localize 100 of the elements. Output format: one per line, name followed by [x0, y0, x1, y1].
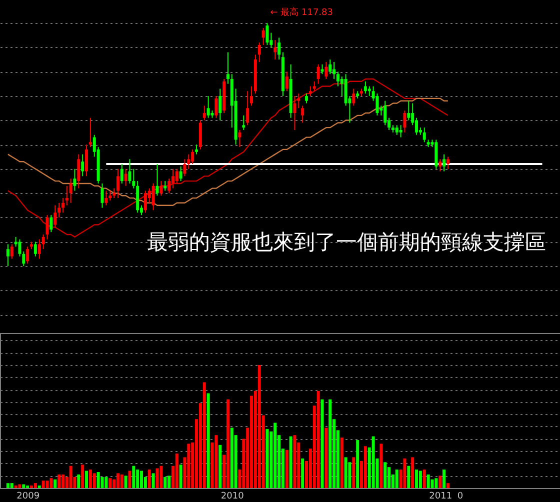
bar	[34, 483, 37, 488]
candlestick	[442, 154, 446, 172]
annotation: 最弱的資服也來到了一個前期的頸線支撐區	[147, 230, 546, 254]
x-tick-label: 0	[457, 492, 464, 502]
bar	[81, 464, 84, 488]
bar	[258, 364, 261, 488]
candlestick	[316, 64, 320, 84]
bar	[344, 457, 348, 488]
bar	[108, 478, 112, 488]
candlestick	[187, 154, 190, 170]
candlestick	[242, 114, 246, 131]
bar	[285, 450, 288, 488]
candlestick	[191, 148, 194, 165]
bar	[179, 464, 182, 488]
bar	[46, 480, 49, 488]
candlestick	[108, 190, 112, 201]
bar	[77, 474, 80, 488]
candlestick	[384, 100, 387, 126]
bar	[120, 474, 124, 488]
bar	[22, 484, 26, 488]
candlestick	[183, 158, 186, 177]
candlestick	[69, 178, 72, 204]
candlestick	[104, 190, 108, 206]
candlestick	[164, 180, 167, 192]
candlestick	[120, 164, 124, 184]
candlestick	[171, 168, 174, 189]
bar	[289, 436, 292, 488]
bar	[320, 399, 324, 488]
bar	[54, 479, 57, 488]
candlestick	[368, 86, 371, 96]
bar	[104, 476, 108, 488]
candlestick	[250, 86, 254, 106]
candlestick	[446, 156, 450, 170]
candlestick	[152, 182, 155, 211]
x-tick-label: 2010	[220, 492, 244, 502]
candlestick	[6, 244, 10, 267]
candlestick	[328, 59, 332, 75]
candlestick	[34, 241, 37, 257]
bar	[156, 468, 159, 488]
candlestick	[156, 164, 159, 196]
candlestick	[238, 130, 242, 148]
bar	[148, 470, 151, 488]
candlestick	[278, 37, 281, 60]
candlestick	[308, 86, 312, 96]
bar	[442, 470, 446, 488]
bar	[175, 454, 178, 488]
bar	[42, 480, 45, 488]
candlestick	[324, 61, 328, 80]
bar	[136, 470, 140, 488]
bar	[316, 390, 320, 488]
bar	[214, 435, 218, 488]
candlestick	[422, 127, 426, 143]
candlestick	[81, 154, 84, 177]
bar	[380, 444, 383, 488]
bar	[364, 446, 367, 488]
candlestick	[58, 202, 61, 218]
candlestick	[214, 95, 218, 118]
bar	[422, 470, 426, 488]
bar	[403, 458, 406, 488]
candlestick	[168, 178, 171, 194]
candlestick	[407, 100, 410, 121]
bar	[124, 476, 128, 488]
x-tick-label: 2009	[16, 492, 40, 502]
candlestick	[22, 251, 26, 267]
text: ← 最高 117.83	[270, 7, 333, 18]
candlestick	[61, 198, 64, 214]
bar	[206, 393, 210, 488]
candlestick	[46, 214, 49, 240]
candlestick	[364, 80, 367, 94]
bar	[415, 470, 418, 488]
candlestick	[144, 190, 147, 214]
candlestick	[202, 105, 206, 121]
bar	[266, 428, 269, 488]
bar	[411, 457, 414, 488]
bar	[356, 440, 360, 488]
candlestick	[293, 95, 296, 131]
bar	[92, 473, 96, 488]
candlestick	[132, 168, 136, 189]
candlestick	[352, 88, 356, 106]
candlestick	[38, 238, 41, 260]
bar	[18, 484, 22, 488]
candlestick	[112, 188, 116, 199]
candlestick	[179, 166, 182, 182]
candlestick	[116, 168, 120, 199]
bar	[446, 483, 450, 488]
bar	[218, 444, 222, 488]
candlestick	[332, 61, 336, 80]
candlestick	[266, 22, 269, 46]
bar	[50, 478, 53, 488]
bar	[301, 458, 304, 488]
candlestick	[258, 42, 261, 62]
bar	[132, 466, 136, 488]
candlestick	[18, 238, 22, 257]
candlestick	[26, 246, 30, 264]
candlestick	[100, 182, 104, 208]
bar	[328, 399, 332, 488]
bar	[352, 457, 356, 488]
bar	[340, 438, 344, 488]
bar	[10, 483, 14, 488]
bar	[324, 428, 328, 488]
